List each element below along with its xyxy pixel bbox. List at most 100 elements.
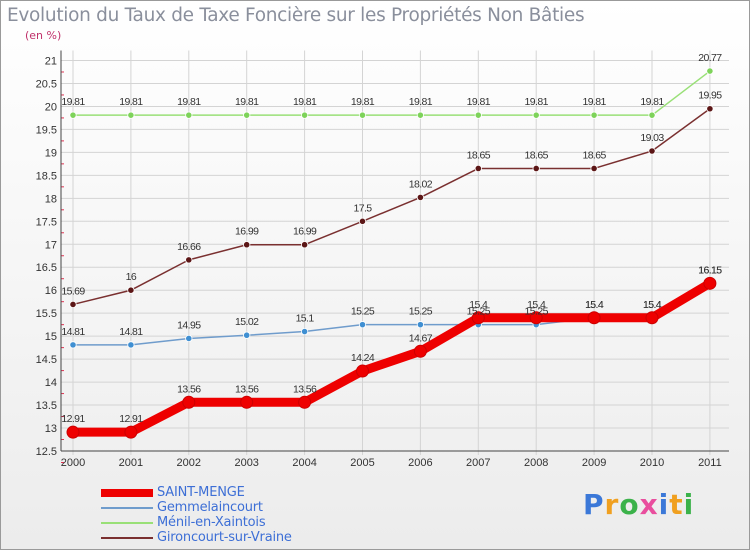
legend-label: Ménil-en-Xaintois (157, 515, 266, 530)
logo-letter: x (639, 488, 659, 521)
data-point (413, 344, 427, 358)
x-tick-label: 2002 (177, 457, 201, 469)
x-tick-label: 2011 (698, 457, 722, 469)
data-point (648, 147, 656, 155)
data-label: 20.77 (698, 52, 722, 64)
data-point (243, 111, 251, 119)
data-label: 13.56 (293, 383, 317, 395)
data-label: 16.99 (293, 226, 317, 238)
logo-letter: o (619, 488, 640, 521)
y-tick-label: 16 (45, 285, 57, 297)
y-tick-label: 20.5 (36, 78, 57, 90)
data-label: 12.91 (61, 413, 85, 425)
data-point (645, 311, 659, 325)
data-label: 14.81 (119, 326, 143, 338)
data-label: 18.02 (409, 178, 433, 190)
data-label: 19.03 (640, 132, 664, 144)
data-point (532, 111, 540, 119)
y-tick-label: 15.5 (36, 308, 57, 320)
x-tick-label: 2006 (408, 457, 432, 469)
data-label: 19.81 (467, 96, 491, 108)
y-tick-label: 19.5 (36, 124, 57, 136)
data-label: 15.25 (525, 306, 549, 318)
data-label: 19.81 (351, 96, 375, 108)
data-point (416, 193, 424, 202)
data-point (416, 111, 424, 119)
data-point (300, 111, 309, 119)
data-point (706, 67, 714, 75)
x-tick-label: 2010 (640, 457, 664, 469)
data-label: 15.4 (585, 299, 604, 311)
y-tick-label: 13.5 (36, 400, 57, 412)
x-tick-label: 2007 (466, 457, 490, 469)
data-label: 14.67 (409, 332, 433, 344)
data-point (703, 276, 717, 290)
data-point (243, 331, 251, 339)
chart-title: Evolution du Taux de Taxe Foncière sur l… (7, 5, 585, 26)
x-tick-label: 2001 (119, 457, 143, 469)
data-point (358, 111, 367, 119)
data-point (474, 164, 482, 173)
data-label: 19.81 (582, 96, 606, 108)
data-point (471, 311, 485, 325)
data-label: 12.91 (119, 413, 143, 425)
y-tick-label: 15 (45, 331, 57, 343)
data-label: 15.1 (296, 313, 315, 325)
x-tick-label: 2004 (292, 457, 316, 469)
y-tick-label: 17.5 (36, 216, 57, 228)
x-tick-label: 2005 (350, 457, 374, 469)
logo-letter: t (669, 488, 684, 521)
data-label: 15.25 (409, 306, 433, 318)
x-tick-label: 2003 (234, 457, 258, 469)
y-tick-label: 18 (45, 193, 57, 205)
data-point (358, 217, 367, 225)
data-label: 16.99 (235, 226, 259, 238)
data-point (356, 364, 369, 378)
data-label: 15.69 (61, 285, 85, 297)
x-tick-labels: 2000 2001 2002 2003 2004 2005 2006 2007 2008 2009… (61, 457, 722, 469)
data-point (66, 425, 80, 439)
y-tick-label: 14 (45, 377, 57, 389)
y-tick-labels: 12.5 13 13.5 14 14.5 15 15.5 16 16.5 17 17.5 18 18.5… (36, 56, 57, 459)
data-point (590, 164, 598, 173)
data-point (300, 327, 309, 336)
data-point (185, 111, 193, 119)
data-label: 19.81 (293, 96, 317, 108)
legend-swatch (101, 507, 153, 509)
data-point (529, 311, 543, 325)
data-point (474, 111, 482, 119)
data-label: 19.81 (177, 96, 201, 108)
data-point (127, 341, 135, 349)
legend-label: SAINT-MENGE (157, 485, 245, 500)
y-tick-label: 17 (45, 239, 57, 251)
data-label: 15.4 (585, 299, 604, 311)
data-point (590, 111, 598, 119)
data-label: 19.81 (235, 96, 259, 108)
legend-label: Gironcourt-sur-Vraine (157, 530, 292, 545)
data-label: 15.4 (643, 299, 662, 311)
data-label: 19.81 (61, 96, 85, 108)
data-label: 19.81 (409, 96, 433, 108)
data-label: 18.65 (582, 149, 606, 161)
data-label: 15.4 (527, 299, 546, 311)
data-label: 19.81 (525, 96, 549, 108)
data-point (240, 395, 254, 409)
data-label: 16.15 (698, 264, 722, 276)
y-tick-label: 12.5 (36, 446, 57, 458)
data-label: 15.25 (351, 306, 375, 318)
series-line-0 (68, 278, 715, 437)
x-tick-label: 2000 (61, 457, 85, 469)
x-tick-label: 2009 (582, 457, 606, 469)
data-label: 13.56 (177, 383, 201, 395)
data-point (298, 395, 312, 409)
data-label: 19.95 (698, 90, 722, 102)
logo-letter: i (683, 488, 695, 521)
data-label: 14.81 (61, 326, 85, 338)
data-label: 16.15 (698, 264, 722, 276)
legend-swatch (101, 489, 153, 497)
data-point (127, 286, 135, 294)
data-point (69, 111, 77, 119)
y-tick-label: 16.5 (36, 262, 57, 274)
data-point (587, 311, 601, 325)
